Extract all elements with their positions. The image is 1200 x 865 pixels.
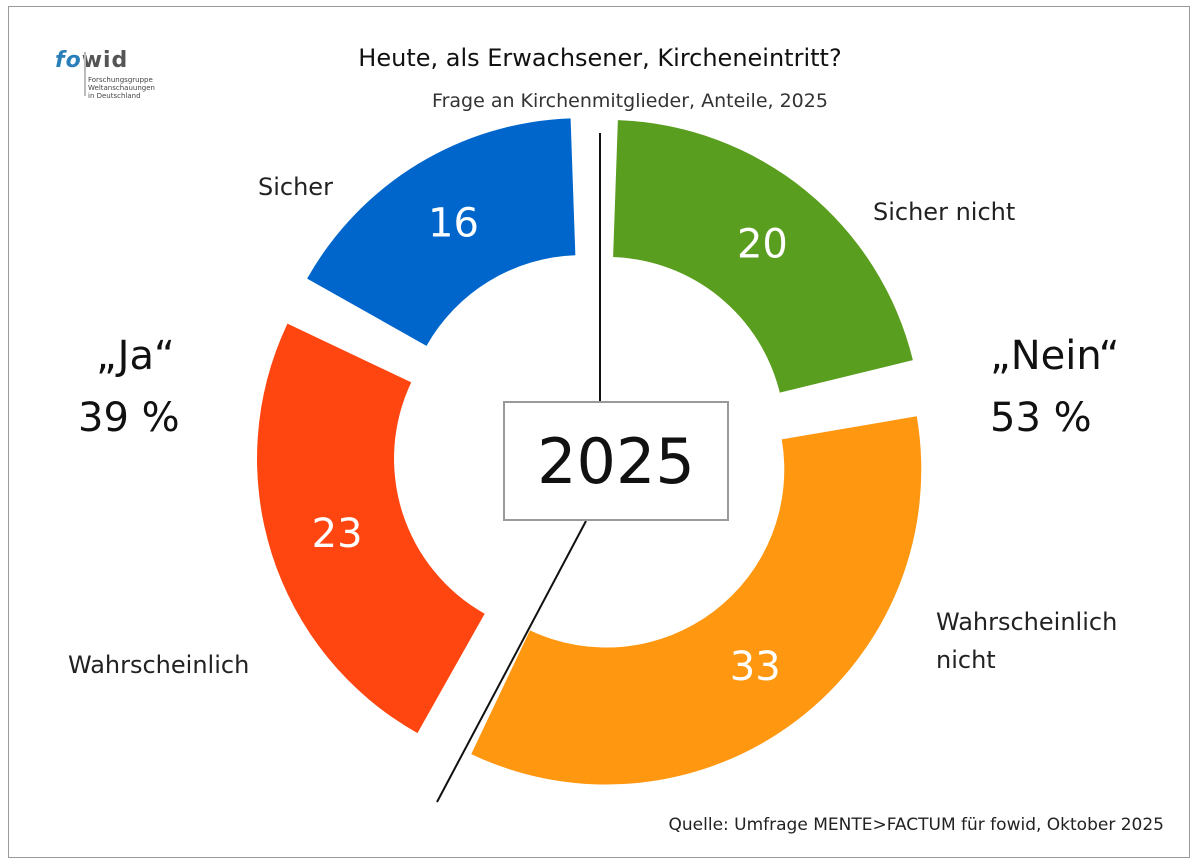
segment-label-sicher: Sicher — [258, 173, 333, 201]
chart-title: Heute, als Erwachsener, Kircheneintritt? — [358, 44, 842, 72]
value-label-sicher: 16 — [428, 201, 479, 247]
logo-subtitle: Forschungsgruppe Weltanschauungen in Deu… — [88, 76, 155, 100]
chart-subtitle: Frage an Kirchenmitglieder, Anteile, 202… — [432, 90, 828, 112]
value-label-sicher-nicht: 20 — [737, 222, 788, 268]
group-ja-name: „Ja“ — [96, 333, 175, 379]
fowid-logo: fowid Forschungsgruppe Weltanschauungen … — [55, 48, 195, 118]
value-label-wahrscheinlich-nicht: 33 — [730, 644, 781, 690]
segment-sicher — [307, 118, 576, 346]
center-year-box: 2025 — [503, 401, 729, 521]
segment-wahrscheinlich — [257, 323, 485, 734]
logo-wordmark: fowid — [55, 48, 129, 73]
group-label-nein: „Nein“ 53 % — [990, 325, 1120, 449]
value-label-wahrscheinlich: 23 — [312, 511, 363, 557]
segment-label-wahrscheinlich: Wahrscheinlich — [68, 651, 250, 679]
segment-sicher-nicht — [613, 120, 913, 393]
segment-label-sicher-nicht: Sicher nicht — [873, 198, 1016, 226]
divider-line-bottom — [436, 520, 587, 803]
group-ja-value: 39 % — [78, 395, 180, 441]
segment-wahrscheinlich-nicht — [471, 416, 922, 785]
segment-label-wahrscheinlich-nicht: Wahrscheinlich nicht — [936, 608, 1118, 674]
group-nein-name: „Nein“ — [990, 333, 1120, 379]
source-note: Quelle: Umfrage MENTE>FACTUM für fowid, … — [668, 815, 1164, 835]
logo-separator — [84, 52, 86, 96]
group-label-ja: „Ja“ 39 % — [78, 325, 180, 449]
chart-frame — [8, 6, 1190, 858]
group-nein-value: 53 % — [990, 395, 1092, 441]
